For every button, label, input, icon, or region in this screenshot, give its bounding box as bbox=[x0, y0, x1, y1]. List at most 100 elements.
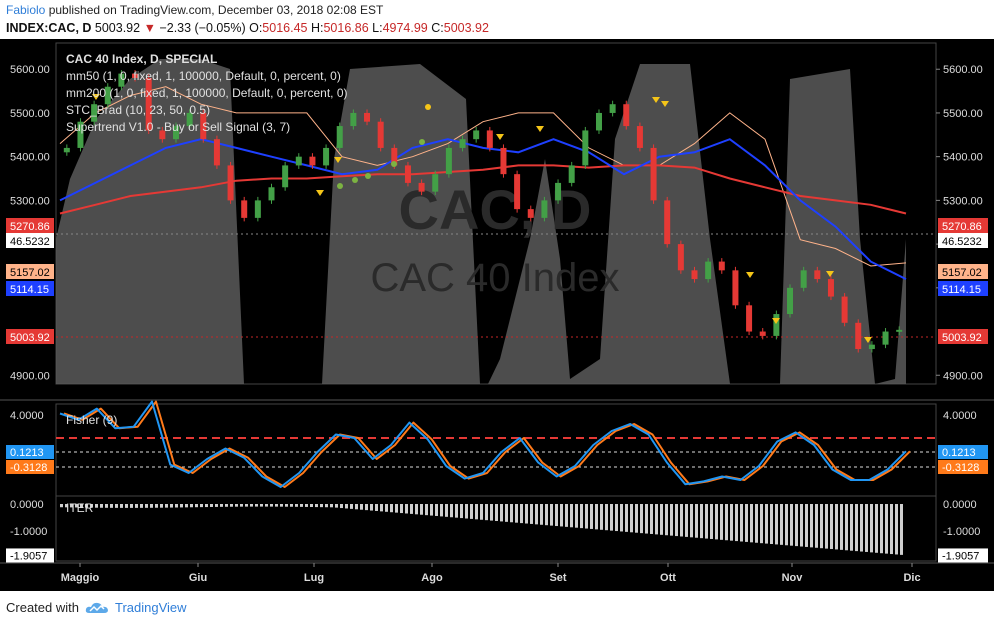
iter-label-right-bg bbox=[938, 548, 988, 563]
chart-area[interactable]: CAC, D CAC 40 Index CAC 40 Index, D, SPE… bbox=[0, 39, 994, 591]
time-tick-label: Nov bbox=[782, 572, 804, 584]
iter-tick-right: 0.0000 bbox=[943, 499, 977, 511]
iter-bar bbox=[270, 504, 273, 507]
iter-bar bbox=[570, 504, 573, 528]
iter-bar bbox=[480, 504, 483, 520]
iter-bar bbox=[170, 504, 173, 508]
iter-bar bbox=[255, 504, 258, 507]
iter-bar bbox=[265, 504, 268, 507]
candle-body bbox=[486, 130, 493, 148]
iter-bar bbox=[210, 504, 213, 507]
iter-bar bbox=[820, 504, 823, 549]
candle-body bbox=[459, 139, 466, 148]
fisher-label-left: 0.1213 bbox=[10, 447, 44, 459]
iter-bar bbox=[640, 504, 643, 534]
iter-bar bbox=[850, 504, 853, 551]
candle-body bbox=[500, 147, 507, 175]
fisher-label-right: 0.1213 bbox=[942, 447, 976, 459]
sell-signal-icon bbox=[496, 134, 504, 140]
main-legend: CAC 40 Index, D, SPECIAL mm50 (1, 0, fix… bbox=[66, 52, 348, 134]
iter-bar bbox=[95, 504, 98, 508]
price-labels: 5270.86 46.5232 5157.02 5114.15 5003.92 5270.… bbox=[6, 218, 988, 344]
study-mm50[interactable]: mm50 (1, 0, fixed, 1, 100000, Default, 0… bbox=[66, 69, 341, 83]
price-label-left-bg bbox=[6, 218, 54, 233]
iter-bar bbox=[700, 504, 703, 539]
iter-bar bbox=[800, 504, 803, 547]
iter-bar bbox=[175, 504, 178, 508]
iter-bar bbox=[445, 504, 448, 517]
iter-bar bbox=[670, 504, 673, 536]
study-supertrend[interactable]: Supertrend V1.0 - Buy or Sell Signal (3,… bbox=[66, 120, 290, 134]
candle-body bbox=[855, 322, 862, 350]
candle-body bbox=[705, 261, 712, 280]
iter-bar bbox=[660, 504, 663, 535]
iter-bar bbox=[225, 504, 228, 507]
iter-bar bbox=[650, 504, 653, 534]
candle-body bbox=[473, 130, 480, 140]
candle-body bbox=[882, 331, 889, 345]
candle-body bbox=[432, 174, 439, 192]
fisher-pane[interactable] bbox=[55, 403, 937, 497]
candle-body bbox=[841, 296, 848, 323]
chart-svg[interactable]: CAC, D CAC 40 Index CAC 40 Index, D, SPE… bbox=[0, 39, 994, 591]
iter-bar bbox=[120, 504, 123, 508]
iter-bar bbox=[810, 504, 813, 548]
price-tick-right: 5500.00 bbox=[943, 108, 983, 120]
fisher-label-left-bg bbox=[6, 445, 54, 459]
buy-signal-dot bbox=[352, 177, 358, 183]
buy-signal-dot bbox=[425, 104, 431, 110]
price-tick-left: 5500.00 bbox=[10, 108, 50, 120]
candle-body bbox=[404, 165, 411, 183]
candle-body bbox=[732, 270, 739, 306]
study-mm200[interactable]: mm200 (1, 0, fixed, 1, 100000, Default, … bbox=[66, 86, 348, 100]
candle-body bbox=[868, 344, 875, 350]
iter-bar bbox=[760, 504, 763, 544]
iter-bar bbox=[250, 504, 253, 507]
iter-bar bbox=[565, 504, 568, 527]
sell-signal-icon bbox=[92, 94, 100, 100]
iter-bar bbox=[325, 504, 328, 508]
tradingview-cloud-icon[interactable] bbox=[85, 601, 109, 615]
publish-info: Fabiolo published on TradingView.com, De… bbox=[6, 3, 383, 17]
iter-bar bbox=[505, 504, 508, 522]
sell-signal-icon bbox=[661, 101, 669, 107]
candle-body bbox=[309, 156, 316, 166]
price-label-left-bg bbox=[6, 233, 54, 248]
study-stc[interactable]: STC_Brad (10, 23, 50, 0.5) bbox=[66, 103, 210, 117]
price-label-right: 5003.92 bbox=[942, 332, 982, 344]
iter-bar bbox=[460, 504, 463, 519]
iter-bar bbox=[600, 504, 603, 530]
iter-bar bbox=[425, 504, 428, 516]
candle-body bbox=[814, 270, 821, 280]
iter-bar bbox=[380, 504, 383, 512]
iter-bar bbox=[535, 504, 538, 525]
candle-body bbox=[636, 126, 643, 148]
iter-bar bbox=[165, 504, 168, 508]
iter-tick-left: 0.0000 bbox=[10, 499, 44, 511]
ohlc-o-label: O: bbox=[249, 21, 263, 35]
iter-bar bbox=[510, 504, 513, 523]
time-axis[interactable]: Maggio Giu Lug Ago Set Ott Nov Dic bbox=[61, 563, 921, 584]
author-link[interactable]: Fabiolo bbox=[6, 3, 46, 17]
iter-bar bbox=[150, 504, 153, 508]
price-label-left-bg bbox=[6, 281, 54, 296]
iter-bar bbox=[420, 504, 423, 515]
time-tick-label: Giu bbox=[189, 572, 207, 584]
candle-body bbox=[609, 104, 616, 113]
iter-bar bbox=[100, 504, 103, 508]
published-text: published on TradingView.com, December 0… bbox=[48, 3, 384, 17]
iter-bar bbox=[840, 504, 843, 550]
iter-bar bbox=[365, 504, 368, 511]
iter-bar bbox=[530, 504, 533, 524]
candle-body bbox=[323, 147, 330, 166]
candle-body bbox=[91, 104, 98, 122]
fisher-trigger-path bbox=[63, 400, 911, 488]
tradingview-link[interactable]: TradingView bbox=[114, 600, 187, 615]
iter-bar bbox=[200, 504, 203, 508]
iter-bar bbox=[590, 504, 593, 529]
iter-bar bbox=[500, 504, 503, 522]
candle-body bbox=[295, 156, 302, 166]
mm200-path bbox=[59, 164, 907, 215]
iter-bar bbox=[145, 504, 148, 508]
price-label-right: 5270.86 bbox=[942, 221, 982, 233]
